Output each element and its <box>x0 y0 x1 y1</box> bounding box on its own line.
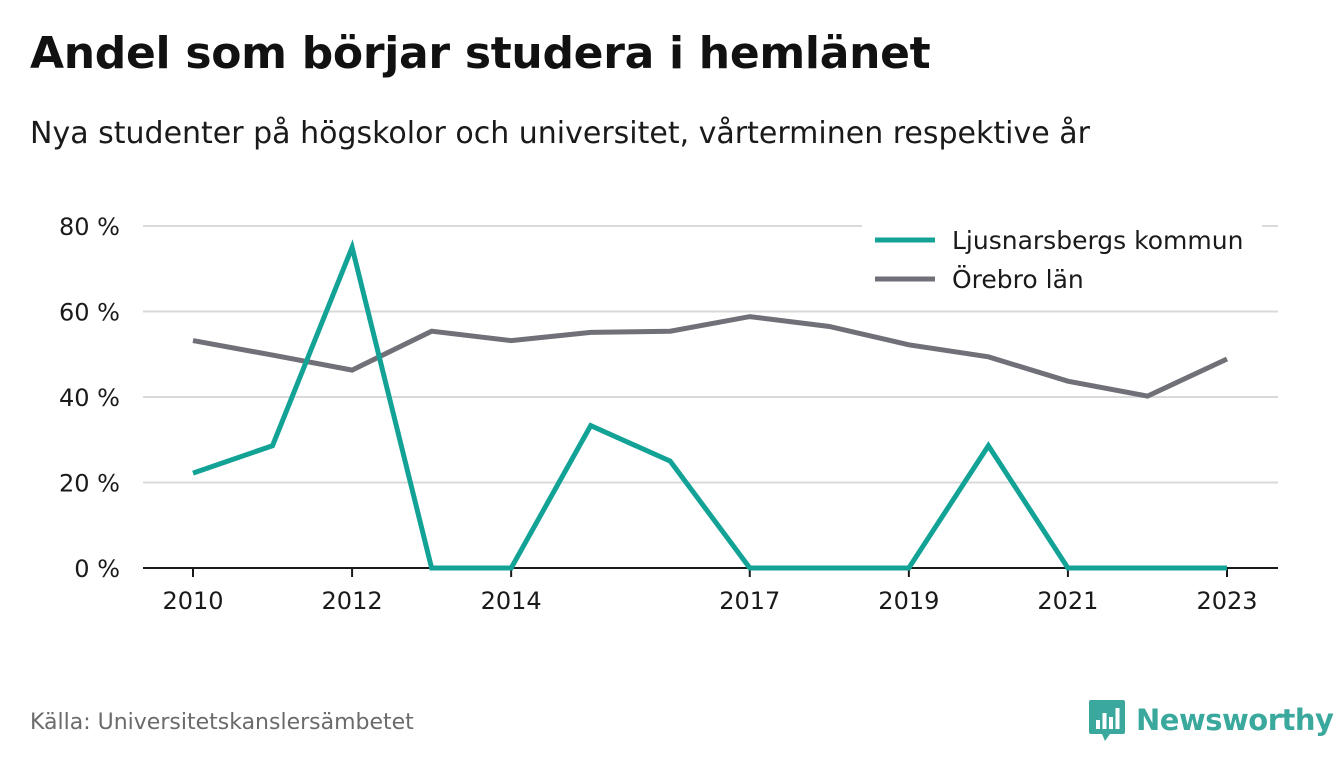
brand-logo: Newsworthy <box>1088 698 1334 742</box>
x-tick-label: 2019 <box>878 587 939 615</box>
x-axis-ticks: 2010 2012 2014 2017 2019 2021 2023 <box>143 567 1278 615</box>
source-note: Källa: Universitetskanslersämbetet <box>30 710 414 735</box>
line-chart: 0 % 20 % 40 % 60 % 80 % 2010 2012 2014 2017 2019… <box>59 213 1278 615</box>
x-tick-label: 2017 <box>719 587 780 615</box>
y-tick-label: 80 % <box>59 213 120 241</box>
x-tick-label: 2010 <box>162 587 223 615</box>
legend-label: Ljusnarsbergs kommun <box>952 226 1243 255</box>
page-title: Andel som börjar studera i hemlänet <box>30 28 931 79</box>
x-tick-label: 2023 <box>1196 587 1257 615</box>
x-tick-label: 2021 <box>1037 587 1098 615</box>
bar-chart-bubble-icon <box>1089 700 1125 741</box>
y-tick-label: 20 % <box>59 470 120 498</box>
legend-background <box>862 216 1262 300</box>
x-tick-label: 2014 <box>481 587 542 615</box>
series-lines <box>192 239 1229 571</box>
page-subtitle: Nya studenter på högskolor och universit… <box>30 116 1090 151</box>
y-axis-ticks: 0 % 20 % 40 % 60 % 80 % <box>59 213 120 583</box>
legend-label: Örebro län <box>952 265 1084 294</box>
x-tick-label: 2012 <box>322 587 383 615</box>
legend: Ljusnarsbergs kommun Örebro län <box>862 216 1262 300</box>
y-tick-label: 0 % <box>74 555 120 583</box>
y-tick-label: 60 % <box>59 299 120 327</box>
brand-name: Newsworthy <box>1136 703 1334 737</box>
series-line-0 <box>192 239 1227 571</box>
y-tick-label: 40 % <box>59 384 120 412</box>
series-line-1 <box>192 314 1229 399</box>
